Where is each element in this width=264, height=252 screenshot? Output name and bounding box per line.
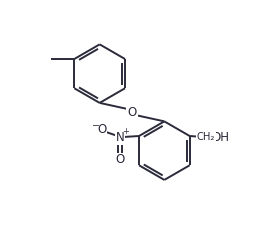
Text: N: N: [116, 131, 124, 144]
Text: O: O: [97, 123, 107, 136]
Text: CH₂: CH₂: [196, 132, 215, 142]
Text: +: +: [122, 127, 129, 136]
Text: −: −: [92, 120, 100, 129]
Text: O: O: [127, 106, 137, 119]
Text: O: O: [115, 153, 125, 166]
Text: OH: OH: [211, 131, 229, 144]
